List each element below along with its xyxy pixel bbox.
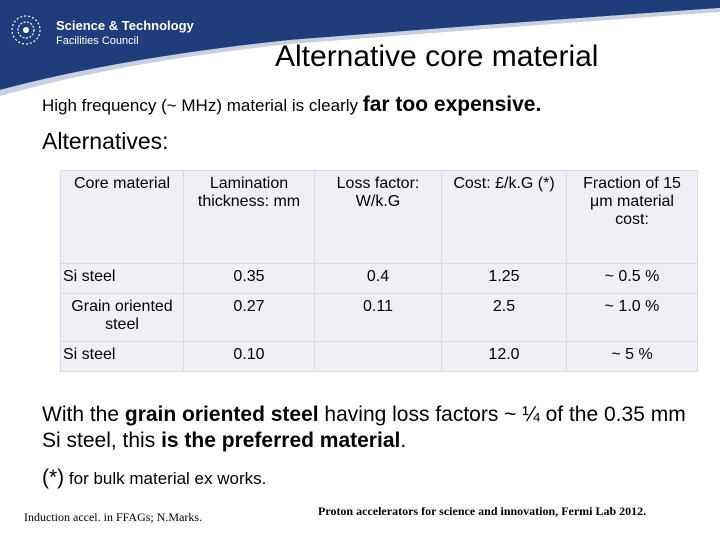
header-lamination-thickness: Lamination thickness: mm <box>183 170 315 264</box>
logo-mark-icon <box>11 15 41 45</box>
cell-fraction: ~ 1.0 % <box>566 293 698 342</box>
cell-cost: 1.25 <box>441 263 567 294</box>
table-row: Si steel 0.10 12.0 ~ 5 % <box>60 341 698 372</box>
table-row: Si steel 0.35 0.4 1.25 ~ 0.5 % <box>60 263 698 294</box>
subtitle: High frequency (~ MHz) material is clear… <box>42 93 541 117</box>
footnote: (*) for bulk material ex works. <box>42 466 266 490</box>
footer-left: Induction accel. in FFAGs; N.Marks. <box>24 510 203 524</box>
slide-title: Alternative core material <box>275 40 599 73</box>
conclusion-bold-1: grain oriented steel <box>124 403 319 426</box>
cell-material: Si steel <box>60 341 184 372</box>
subtitle-emphasis: far too expensive. <box>362 93 542 116</box>
subtitle-text: High frequency (~ MHz) material is clear… <box>42 96 363 115</box>
cell-cost: 2.5 <box>441 293 567 342</box>
footnote-text: for bulk material ex works. <box>64 469 267 488</box>
logo: Science & Technology Facilities Council <box>8 12 208 52</box>
cell-material: Grain oriented steel <box>60 293 184 342</box>
header-band: Science & Technology Facilities Council <box>0 0 720 100</box>
conclusion-part-3: . <box>400 429 407 452</box>
conclusion-part-2: having loss factors ~ ¼ of the 0.35 mm S… <box>42 403 686 452</box>
conclusion-part-1: With the <box>42 403 125 426</box>
cell-fraction: ~ 5 % <box>566 341 698 372</box>
cell-fraction: ~ 0.5 % <box>566 263 698 294</box>
cell-thickness: 0.27 <box>183 293 315 342</box>
core-material-table: Core material Lamination thickness: mm L… <box>60 170 698 372</box>
header-cost: Cost: £/k.G (*) <box>441 170 567 264</box>
cell-thickness: 0.35 <box>183 263 315 294</box>
logo-line-1: Science & Technology <box>56 18 194 33</box>
footnote-marker: (*) <box>42 466 65 489</box>
logo-line-2: Facilities Council <box>56 35 139 47</box>
footer-right: Proton accelerators for science and inno… <box>318 504 647 518</box>
cell-cost: 12.0 <box>441 341 567 372</box>
conclusion-bold-2: is the preferred material <box>161 429 401 452</box>
conclusion-text: With the grain oriented steel having los… <box>42 402 692 454</box>
header-loss-factor: Loss factor: W/k.G <box>314 170 442 264</box>
cell-loss-factor: 0.4 <box>314 263 442 294</box>
table-header-row: Core material Lamination thickness: mm L… <box>60 170 698 264</box>
alternatives-label: Alternatives: <box>42 128 169 154</box>
cell-loss-factor <box>314 341 442 372</box>
cell-loss-factor: 0.11 <box>314 293 442 342</box>
header-fraction-cost: Fraction of 15 μm material cost: <box>566 170 698 264</box>
cell-material: Si steel <box>60 263 184 294</box>
header-swoosh <box>0 0 720 96</box>
cell-thickness: 0.10 <box>183 341 315 372</box>
table-row: Grain oriented steel 0.27 0.11 2.5 ~ 1.0… <box>60 293 698 342</box>
header-core-material: Core material <box>60 170 184 264</box>
